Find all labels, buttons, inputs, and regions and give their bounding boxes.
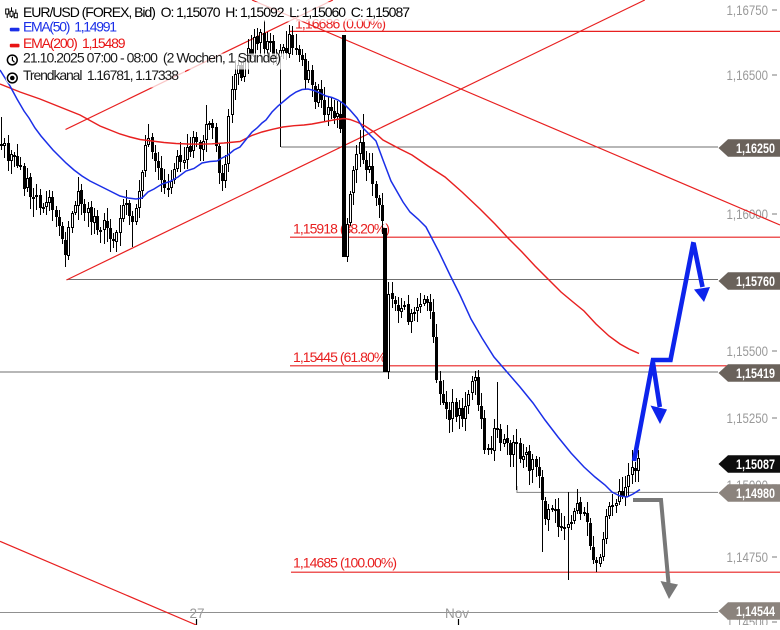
svg-text:1,14685 (100.00%): 1,14685 (100.00%): [293, 555, 397, 571]
svg-text:1,15250: 1,15250: [727, 410, 769, 426]
svg-text:1,15760: 1,15760: [736, 273, 775, 289]
svg-text:EMA(50) 1,14991: EMA(50) 1,14991: [23, 19, 117, 35]
svg-text:1,16250: 1,16250: [736, 140, 775, 156]
svg-text:21.10.2025 07:00 - 08:00 (2 W: 21.10.2025 07:00 - 08:00 (2 Wochen, 1 St…: [23, 50, 281, 66]
svg-text:1,15087: 1,15087: [736, 456, 775, 472]
svg-text:1,16500: 1,16500: [727, 67, 769, 83]
svg-text:1,14544: 1,14544: [736, 603, 775, 619]
svg-text:1,14980: 1,14980: [736, 485, 775, 501]
svg-text:1,15419: 1,15419: [736, 365, 775, 381]
svg-text:1,15918 (38.20%): 1,15918 (38.20%): [293, 221, 390, 237]
svg-text:1,16000: 1,16000: [727, 206, 769, 222]
svg-text:Nov: Nov: [445, 606, 469, 621]
svg-text:27: 27: [189, 606, 204, 621]
svg-text:1,14750: 1,14750: [727, 549, 769, 565]
svg-text:1,15445 (61.80%): 1,15445 (61.80%): [293, 349, 390, 365]
svg-text:1,16750: 1,16750: [727, 2, 769, 18]
svg-text:Trendkanal 1.16781, 1.17338: Trendkanal 1.16781, 1.17338: [23, 67, 179, 83]
svg-text:1,15500: 1,15500: [727, 343, 769, 359]
